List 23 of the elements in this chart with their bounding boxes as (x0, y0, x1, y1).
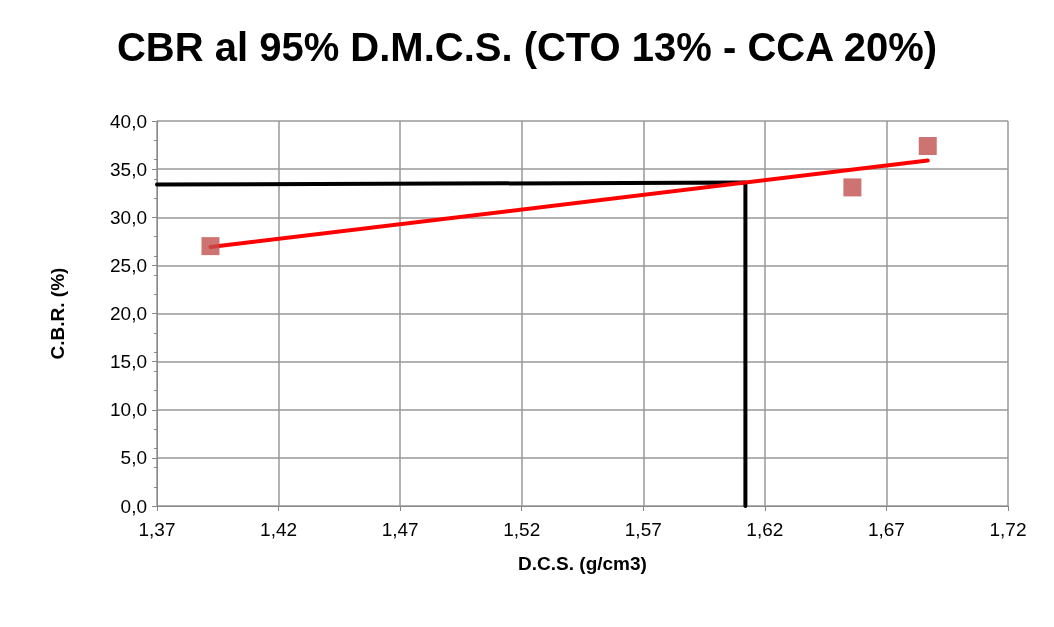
y-tick-label: 0,0 (120, 495, 147, 517)
x-tick-label: 1,67 (867, 519, 905, 540)
point (843, 178, 862, 197)
point (201, 237, 220, 256)
y-axis-title: C.B.R. (%) (47, 267, 68, 360)
x-tick-label: 1,62 (746, 519, 784, 540)
x-tick-label: 1,72 (989, 519, 1027, 540)
y-tick-label: 5,0 (120, 447, 147, 469)
x-tick-label: 1,52 (503, 519, 541, 540)
y-tick-label: 25,0 (110, 254, 147, 276)
y-tick-label: 10,0 (110, 399, 147, 421)
y-tick-label: 40,0 (110, 110, 147, 132)
point (918, 137, 937, 156)
x-axis-title: D.C.S. (g/cm3) (518, 553, 647, 574)
x-tick-label: 1,57 (624, 519, 662, 540)
y-tick-label: 35,0 (110, 158, 147, 180)
chart-title: CBR al 95% D.M.C.S. (CTO 13% - CCA 20%) (116, 25, 938, 69)
y-tick-label: 30,0 (110, 206, 147, 228)
x-tick-label: 1,42 (260, 519, 298, 540)
y-tick-label: 20,0 (110, 303, 147, 324)
y-tick-label: 15,0 (110, 351, 147, 373)
x-tick-label: 1,37 (138, 519, 176, 540)
x-tick-label: 1,47 (381, 519, 419, 540)
